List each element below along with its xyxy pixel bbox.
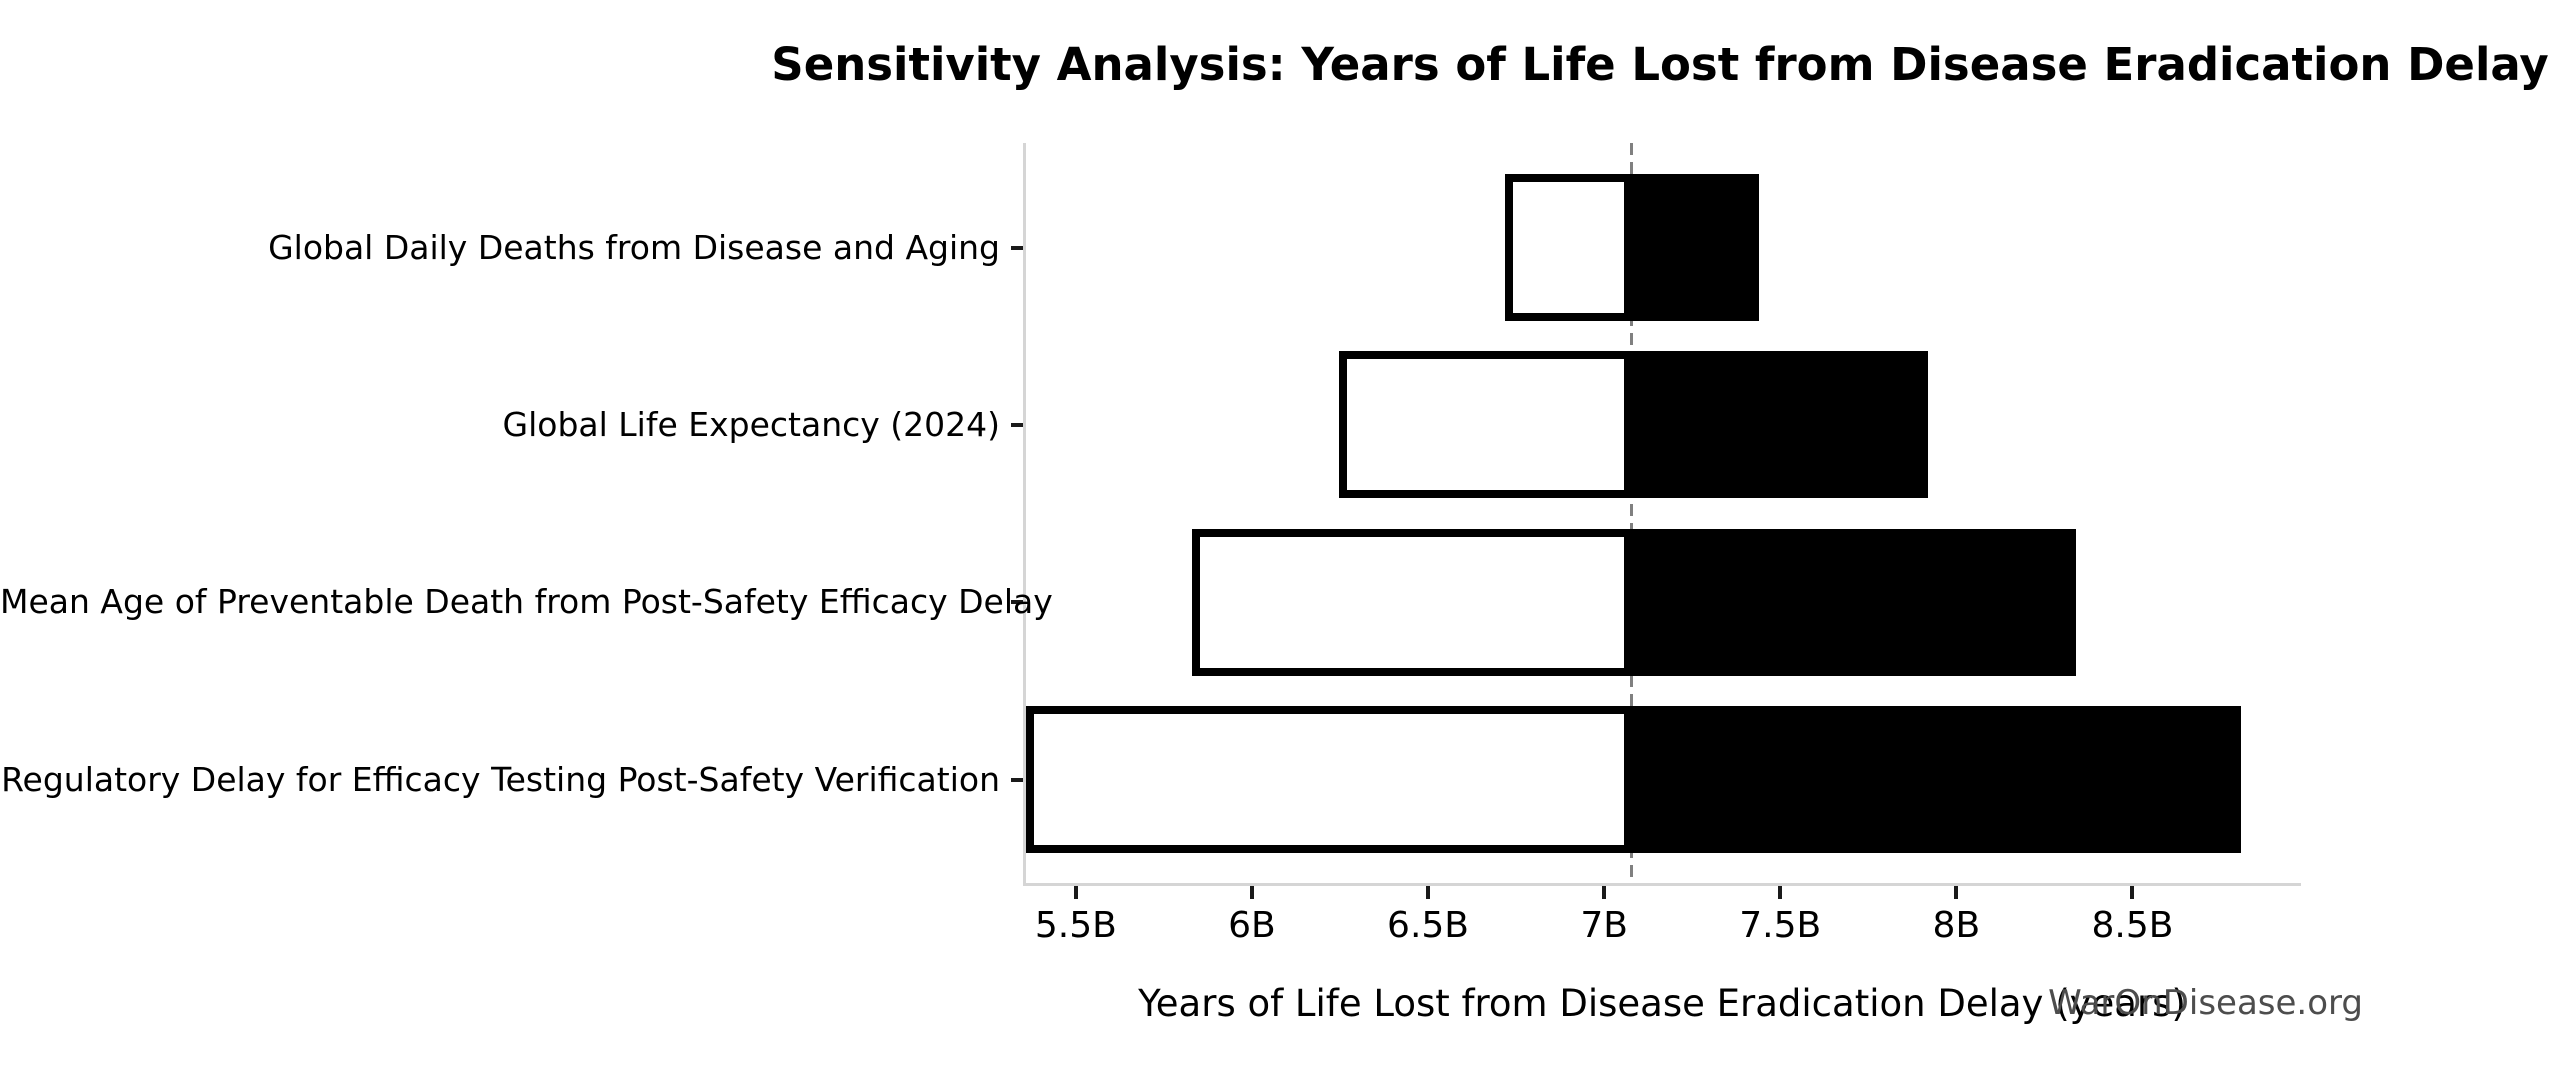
y-tick-label: Global Life Expectancy (2024) (502, 404, 1000, 444)
x-tick-mark (1954, 886, 1959, 899)
watermark: WarOnDisease.org (2048, 983, 2363, 1023)
low-bar (1026, 706, 1632, 853)
y-tick-label: Mean Age of Preventable Death from Post-… (0, 582, 1053, 622)
x-tick-mark (1778, 886, 1783, 899)
x-tick-mark (1073, 886, 1078, 899)
chart-title: Sensitivity Analysis: Years of Life Lost… (771, 38, 2549, 91)
high-bar (1631, 174, 1759, 321)
high-bar (1631, 528, 2076, 676)
low-bar (1505, 174, 1632, 321)
x-tick-label: 6.5B (1387, 905, 1470, 946)
high-bar (1631, 351, 1928, 499)
x-tick-label: 7B (1580, 905, 1628, 946)
x-tick-mark (2130, 886, 2135, 899)
x-tick-label: 6B (1228, 905, 1276, 946)
x-tick-mark (1426, 886, 1431, 899)
y-tick-mark (1011, 245, 1023, 250)
y-tick-mark (1011, 600, 1023, 605)
y-tick-label: Regulatory Delay for Efficacy Testing Po… (1, 759, 1000, 799)
low-bar (1191, 528, 1632, 676)
baseline-dashed-line (1630, 143, 1634, 883)
y-tick-label: Global Daily Deaths from Disease and Agi… (268, 227, 1000, 267)
x-tick-mark (1249, 886, 1254, 899)
high-bar (1631, 706, 2242, 853)
y-tick-mark (1011, 422, 1023, 427)
x-tick-label: 8B (1932, 905, 1981, 946)
x-tick-mark (1602, 886, 1607, 899)
low-bar (1339, 351, 1632, 499)
x-axis-label: Years of Life Lost from Disease Eradicat… (1138, 982, 2186, 1025)
x-tick-label: 5.5B (1034, 905, 1117, 946)
x-tick-label: 8.5B (2091, 905, 2174, 946)
plot-area (1023, 143, 2301, 886)
x-tick-label: 7.5B (1739, 905, 1822, 946)
y-tick-mark (1011, 777, 1023, 782)
